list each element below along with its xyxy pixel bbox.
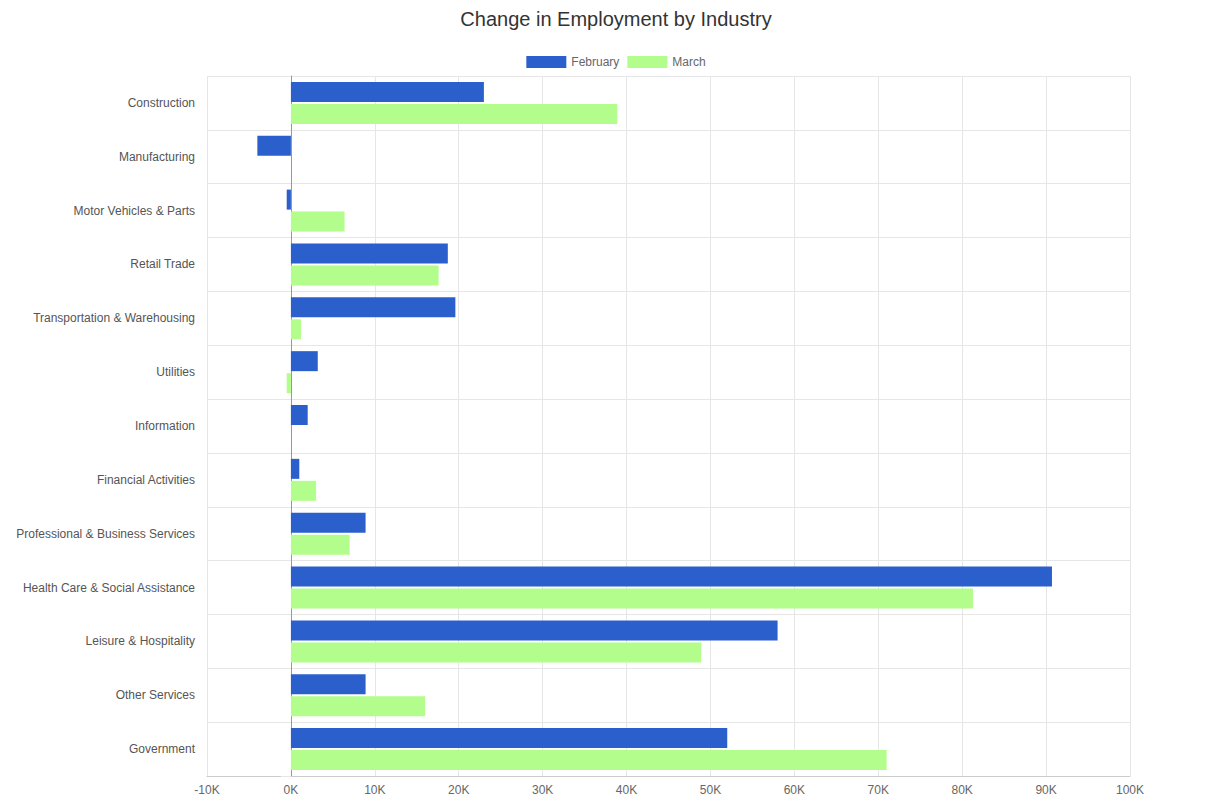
svg-text:March: March xyxy=(672,55,705,69)
svg-text:Motor Vehicles & Parts: Motor Vehicles & Parts xyxy=(74,204,195,218)
svg-text:30K: 30K xyxy=(532,783,553,797)
svg-text:Change in Employment by Indust: Change in Employment by Industry xyxy=(460,8,771,30)
svg-text:February: February xyxy=(571,55,619,69)
svg-text:Manufacturing: Manufacturing xyxy=(119,150,195,164)
svg-text:Financial Activities: Financial Activities xyxy=(97,473,195,487)
svg-text:100K: 100K xyxy=(1116,783,1144,797)
svg-text:60K: 60K xyxy=(784,783,805,797)
svg-text:70K: 70K xyxy=(868,783,889,797)
svg-text:80K: 80K xyxy=(952,783,973,797)
svg-text:Information: Information xyxy=(135,419,195,433)
svg-text:90K: 90K xyxy=(1035,783,1056,797)
svg-text:10K: 10K xyxy=(364,783,385,797)
svg-text:Health Care & Social Assistanc: Health Care & Social Assistance xyxy=(23,581,195,595)
svg-text:Professional & Business Servic: Professional & Business Services xyxy=(16,527,195,541)
svg-text:-10K: -10K xyxy=(194,783,219,797)
svg-text:Construction: Construction xyxy=(128,96,195,110)
svg-text:Retail Trade: Retail Trade xyxy=(130,257,195,271)
svg-text:Government: Government xyxy=(129,742,196,756)
svg-text:50K: 50K xyxy=(700,783,721,797)
svg-text:Other Services: Other Services xyxy=(116,688,195,702)
svg-text:Leisure & Hospitality: Leisure & Hospitality xyxy=(86,634,195,648)
svg-text:20K: 20K xyxy=(448,783,469,797)
svg-text:Transportation & Warehousing: Transportation & Warehousing xyxy=(33,311,195,325)
svg-text:Utilities: Utilities xyxy=(156,365,195,379)
svg-text:0K: 0K xyxy=(284,783,299,797)
svg-text:40K: 40K xyxy=(616,783,637,797)
